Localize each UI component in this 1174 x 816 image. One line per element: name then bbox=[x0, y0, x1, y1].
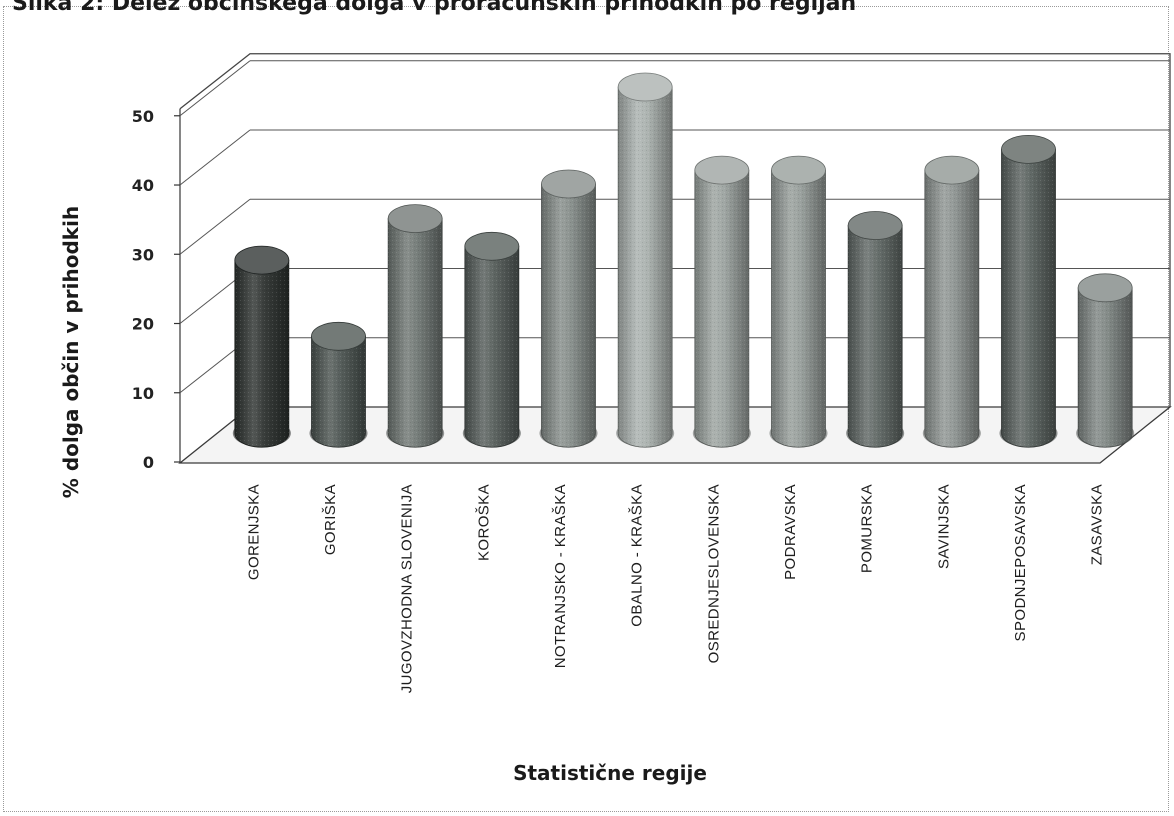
bar-texture bbox=[388, 218, 443, 448]
bar-6 bbox=[616, 72, 675, 448]
bar-texture bbox=[311, 336, 366, 448]
bar-top bbox=[771, 155, 826, 185]
y-tick-label: 0 bbox=[143, 453, 154, 472]
bar-12 bbox=[1076, 273, 1135, 448]
bar-top bbox=[847, 211, 903, 240]
bar-7 bbox=[692, 155, 751, 448]
y-tick-label: 10 bbox=[132, 384, 154, 403]
x-tick-label: SPODNJEPOSAVSKA bbox=[1012, 484, 1029, 641]
bar-texture bbox=[464, 246, 519, 448]
x-tick-label: POMURSKA bbox=[859, 484, 876, 573]
x-tick-label: OSREDNJESLOVENSKA bbox=[705, 484, 722, 663]
gridline-side bbox=[179, 198, 251, 255]
bar-4 bbox=[462, 231, 521, 448]
y-axis-title: % dolga občin v prihodkih bbox=[59, 206, 83, 498]
bar-texture bbox=[848, 225, 903, 448]
x-tick-label: KOROŠKA bbox=[475, 484, 492, 561]
y-tick-label: 40 bbox=[132, 176, 154, 195]
x-tick-label: GORIŠKA bbox=[322, 484, 339, 555]
x-tick-label: GORENJSKA bbox=[245, 484, 262, 580]
bar-texture bbox=[771, 170, 826, 448]
bar-top bbox=[1001, 134, 1056, 164]
bar-top bbox=[1077, 273, 1133, 303]
bar-2 bbox=[309, 321, 368, 448]
bar-1 bbox=[232, 245, 291, 448]
bar-11 bbox=[999, 134, 1058, 448]
x-tick-label: ZASAVSKA bbox=[1089, 484, 1106, 565]
bar-top bbox=[387, 204, 443, 233]
bar-texture bbox=[1078, 287, 1133, 448]
y-axis: 0 10 20 30 40 50 bbox=[132, 107, 180, 472]
bar-texture bbox=[1001, 149, 1056, 448]
bar-8 bbox=[769, 155, 828, 448]
bar-5 bbox=[539, 169, 598, 448]
bar-10 bbox=[922, 155, 981, 448]
x-tick-label: JUGOVZHODNA SLOVENIJA bbox=[399, 484, 416, 693]
bar-texture bbox=[234, 260, 289, 448]
bar-texture bbox=[618, 87, 673, 448]
bar-3 bbox=[386, 204, 445, 448]
y-tick-label: 30 bbox=[132, 245, 154, 264]
x-axis: GORENJSKA GORIŠKA JUGOVZHODNA SLOVENIJA KOR… bbox=[245, 484, 1105, 693]
bar-9 bbox=[846, 211, 905, 448]
bar-top bbox=[541, 169, 596, 199]
bar-top bbox=[464, 231, 520, 261]
x-tick-label: SAVINJSKA bbox=[935, 484, 952, 569]
bar-top bbox=[617, 72, 673, 102]
y-tick-label: 50 bbox=[132, 107, 154, 126]
bar-top bbox=[924, 155, 980, 185]
gridline-side bbox=[179, 60, 251, 117]
bar-top bbox=[234, 245, 290, 275]
bar-top bbox=[694, 155, 750, 185]
x-axis-title: Statistične regije bbox=[513, 761, 707, 785]
chart-title-cropped: Slika 2: Delež občinskega dolga v prorač… bbox=[12, 0, 857, 16]
bar-top bbox=[311, 321, 366, 351]
x-tick-label: PODRAVSKA bbox=[782, 484, 799, 580]
gridline-side bbox=[179, 129, 251, 186]
x-tick-label: OBALNO - KRAŠKA bbox=[629, 484, 646, 627]
y-tick-label: 20 bbox=[132, 315, 154, 334]
plot-border bbox=[179, 53, 1171, 407]
bar-texture bbox=[694, 170, 749, 448]
plot-area bbox=[179, 53, 1171, 463]
bar-texture bbox=[541, 183, 596, 448]
x-tick-label: NOTRANJSKO - KRAŠKA bbox=[552, 484, 569, 668]
bars bbox=[232, 72, 1135, 448]
bar-texture bbox=[924, 170, 979, 448]
